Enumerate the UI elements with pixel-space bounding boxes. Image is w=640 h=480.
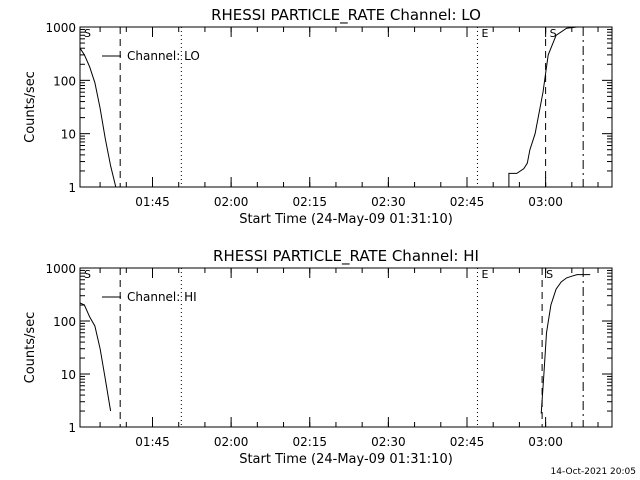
y-tick-label: 1 xyxy=(68,181,76,195)
legend-entry: Channel: LO xyxy=(127,49,200,63)
marker-label: S xyxy=(550,27,557,40)
x-tick-label: 02:15 xyxy=(292,195,327,209)
series-line xyxy=(79,302,112,412)
series-line xyxy=(540,274,591,414)
series-line xyxy=(79,47,117,188)
x-tick-label: 02:30 xyxy=(371,435,406,449)
x-tick-label: 02:00 xyxy=(214,195,249,209)
chart-title: RHESSI PARTICLE_RATE Channel: LO xyxy=(211,6,481,25)
marker-label: S xyxy=(84,27,91,40)
chart-title: RHESSI PARTICLE_RATE Channel: HI xyxy=(213,247,479,266)
marker-label: E xyxy=(481,27,488,40)
x-tick-label: 01:45 xyxy=(135,435,170,449)
y-tick-label: 1 xyxy=(68,421,76,435)
y-axis-label: Counts/sec xyxy=(23,71,38,143)
marker-label: S xyxy=(84,268,91,281)
x-axis-label: Start Time (24-May-09 01:31:10) xyxy=(239,452,453,467)
y-tick-label: 10 xyxy=(61,128,76,142)
marker-label: S xyxy=(546,268,553,281)
y-tick-label: 10 xyxy=(61,368,76,382)
x-tick-label: 02:45 xyxy=(450,435,485,449)
footer-timestamp: 14-Oct-2021 20:05 xyxy=(550,467,636,477)
y-axis-label: Counts/sec xyxy=(23,312,38,384)
x-tick-label: 02:00 xyxy=(214,435,249,449)
y-tick-label: 100 xyxy=(53,74,76,88)
y-tick-label: 100 xyxy=(53,315,76,329)
series-line xyxy=(508,26,596,187)
x-tick-label: 02:45 xyxy=(450,195,485,209)
x-axis-label: Start Time (24-May-09 01:31:10) xyxy=(239,212,453,227)
x-tick-label: 02:15 xyxy=(292,435,327,449)
x-tick-label: 03:00 xyxy=(528,435,563,449)
x-tick-label: 02:30 xyxy=(371,195,406,209)
x-tick-label: 03:00 xyxy=(528,195,563,209)
y-tick-label: 1000 xyxy=(45,21,76,35)
y-tick-label: 1000 xyxy=(45,262,76,276)
x-tick-label: 01:45 xyxy=(135,195,170,209)
marker-label: E xyxy=(481,268,488,281)
legend-entry: Channel: HI xyxy=(127,290,197,304)
